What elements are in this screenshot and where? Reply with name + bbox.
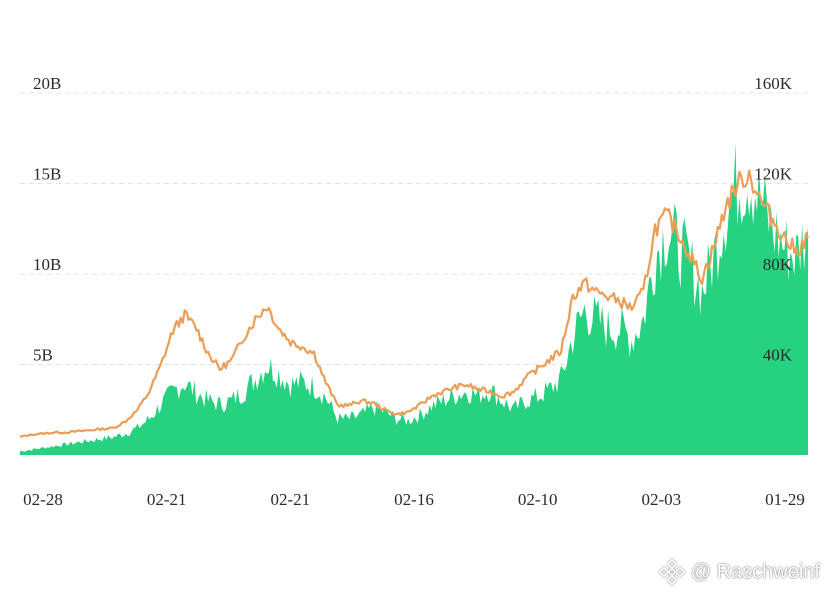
watermark-text: @ Raschweinf <box>690 560 820 583</box>
right-tick-label: 40K <box>763 346 793 365</box>
right-tick-label: 160K <box>754 74 793 93</box>
left-tick-label: 15B <box>33 165 61 184</box>
right-tick-label: 80K <box>763 255 793 274</box>
price-line <box>19 169 810 438</box>
binance-logo-icon <box>658 559 685 585</box>
volume-area <box>20 143 808 455</box>
price-line-series <box>19 169 810 438</box>
left-tick-label: 5B <box>33 346 53 365</box>
x-tick-label: 02-28 <box>23 490 63 509</box>
left-axis-ticks: 5B 10B 15B 20B <box>33 74 61 365</box>
x-tick-label: 02-21 <box>147 490 187 509</box>
x-tick-label: 02-10 <box>518 490 558 509</box>
x-tick-label: 01-29 <box>765 490 805 509</box>
x-tick-label: 02-16 <box>394 490 434 509</box>
right-tick-label: 120K <box>754 165 793 184</box>
left-tick-label: 20B <box>33 74 61 93</box>
watermark: @ Raschweinf <box>658 559 820 585</box>
x-tick-label: 02-03 <box>641 490 681 509</box>
x-axis-ticks: 02-28 02-21 02-21 02-16 02-10 02-03 01-29 <box>23 490 805 509</box>
left-tick-label: 10B <box>33 255 61 274</box>
right-axis-ticks: 40K 80K 120K 160K <box>754 74 793 365</box>
volume-area-series <box>20 143 808 455</box>
x-tick-label: 02-21 <box>270 490 310 509</box>
